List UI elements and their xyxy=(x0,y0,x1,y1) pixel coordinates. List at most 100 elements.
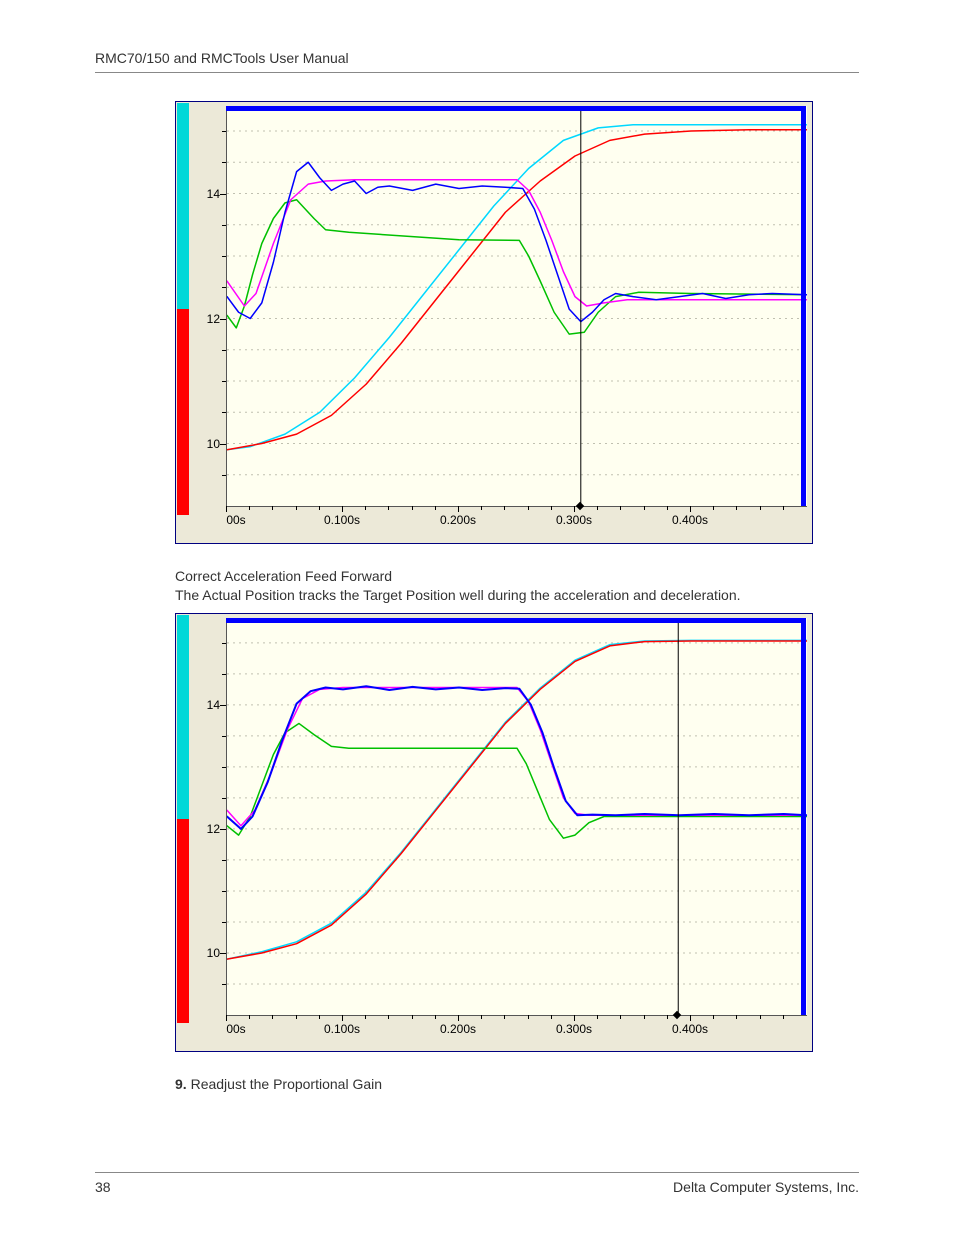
y-minor-tick xyxy=(222,767,226,768)
footer-row: 38 Delta Computer Systems, Inc. xyxy=(95,1179,859,1195)
chart-1-container: 10121400s0.100s0.200s0.300s0.400s xyxy=(175,101,859,544)
plot-area xyxy=(226,618,807,1016)
x-minor-tick xyxy=(435,506,436,510)
x-minor-tick xyxy=(504,1015,505,1019)
x-minor-tick xyxy=(620,506,621,510)
x-tick xyxy=(342,506,343,512)
x-tick-label: 0.200s xyxy=(440,513,476,527)
x-minor-tick xyxy=(620,1015,621,1019)
x-minor-tick xyxy=(667,506,668,510)
x-minor-tick xyxy=(644,1015,645,1019)
y-tick-label: 12 xyxy=(192,312,220,326)
y-minor-tick xyxy=(222,891,226,892)
x-tick-label: 0.400s xyxy=(672,1022,708,1036)
y-tick xyxy=(220,319,226,320)
x-minor-tick xyxy=(597,506,598,510)
chart-2: 10 12 14 00s 0.100s 0.200s 0.300s 0.400s xyxy=(175,613,813,1052)
plot-svg xyxy=(227,618,807,1015)
x-minor-tick xyxy=(319,1015,320,1019)
y-tick-label: 14 xyxy=(192,698,220,712)
chart-1: 10121400s0.100s0.200s0.300s0.400s xyxy=(175,101,813,544)
right-bar xyxy=(801,106,806,506)
plot-area xyxy=(226,106,807,507)
y-minor-tick xyxy=(222,256,226,257)
x-tick-label: 0.300s xyxy=(556,1022,592,1036)
chart-1-caption: Correct Acceleration Feed Forward xyxy=(175,568,859,584)
y-minor-tick xyxy=(222,131,226,132)
y-minor-tick xyxy=(222,798,226,799)
trace-blue xyxy=(227,686,807,829)
x-tick-label: 0.200s xyxy=(440,1022,476,1036)
x-minor-tick xyxy=(644,506,645,510)
x-tick-label: 0.300s xyxy=(556,513,592,527)
x-tick xyxy=(458,506,459,512)
trace-blue xyxy=(227,162,807,321)
y-minor-tick xyxy=(222,225,226,226)
y-tick xyxy=(220,194,226,195)
x-minor-tick xyxy=(272,1015,273,1019)
y-tick-label: 10 xyxy=(192,437,220,451)
plot-svg xyxy=(227,106,807,506)
y-tick-label: 10 xyxy=(192,946,220,960)
x-tick xyxy=(226,506,227,512)
y-minor-tick xyxy=(222,736,226,737)
sidebar-segment xyxy=(177,819,189,1023)
chart-sidebar xyxy=(177,103,189,515)
footer-company: Delta Computer Systems, Inc. xyxy=(673,1179,859,1195)
x-minor-tick xyxy=(551,1015,552,1019)
y-tick-label: 12 xyxy=(192,822,220,836)
chart-1-description: The Actual Position tracks the Target Po… xyxy=(175,586,859,605)
sidebar-segment xyxy=(177,103,189,309)
y-tick xyxy=(220,953,226,954)
x-minor-tick xyxy=(435,1015,436,1019)
x-minor-tick xyxy=(249,1015,250,1019)
top-bar xyxy=(226,618,806,623)
y-minor-tick xyxy=(222,643,226,644)
x-minor-tick xyxy=(365,506,366,510)
x-minor-tick xyxy=(783,1015,784,1019)
y-minor-tick xyxy=(222,674,226,675)
chart-2-container: 10 12 14 00s 0.100s 0.200s 0.300s 0.400s xyxy=(175,613,859,1052)
x-minor-tick xyxy=(551,506,552,510)
footer-rule xyxy=(95,1172,859,1173)
trace-green xyxy=(227,723,807,838)
x-minor-tick xyxy=(713,506,714,510)
x-minor-tick xyxy=(388,506,389,510)
x-tick xyxy=(690,506,691,512)
x-minor-tick xyxy=(481,1015,482,1019)
x-minor-tick xyxy=(319,506,320,510)
x-minor-tick xyxy=(783,506,784,510)
x-minor-tick xyxy=(365,1015,366,1019)
sidebar-segment xyxy=(177,309,189,515)
x-minor-tick xyxy=(713,1015,714,1019)
x-minor-tick xyxy=(504,506,505,510)
x-tick xyxy=(574,1015,575,1021)
step-number: 9. xyxy=(175,1076,187,1092)
y-minor-tick xyxy=(222,381,226,382)
y-tick xyxy=(220,829,226,830)
x-minor-tick xyxy=(388,1015,389,1019)
page: RMC70/150 and RMCTools User Manual 10121… xyxy=(0,0,954,1235)
trace-green xyxy=(227,200,807,334)
x-minor-tick xyxy=(736,1015,737,1019)
sidebar-segment xyxy=(177,615,189,819)
x-minor-tick xyxy=(528,506,529,510)
step-9: 9. Readjust the Proportional Gain xyxy=(175,1076,859,1092)
x-minor-tick xyxy=(760,1015,761,1019)
x-minor-tick xyxy=(296,506,297,510)
x-minor-tick xyxy=(597,1015,598,1019)
x-minor-tick xyxy=(736,506,737,510)
x-minor-tick xyxy=(667,1015,668,1019)
y-tick xyxy=(220,444,226,445)
x-tick xyxy=(342,1015,343,1021)
x-tick xyxy=(226,1015,227,1021)
trace-magenta xyxy=(227,687,807,825)
y-minor-tick xyxy=(222,860,226,861)
x-minor-tick xyxy=(272,506,273,510)
y-tick-label: 14 xyxy=(192,187,220,201)
x-tick-label: 0.100s xyxy=(324,513,360,527)
x-tick xyxy=(574,506,575,512)
x-tick-label: 0.100s xyxy=(324,1022,360,1036)
y-minor-tick xyxy=(222,984,226,985)
x-tick-label: 00s xyxy=(226,1022,245,1036)
